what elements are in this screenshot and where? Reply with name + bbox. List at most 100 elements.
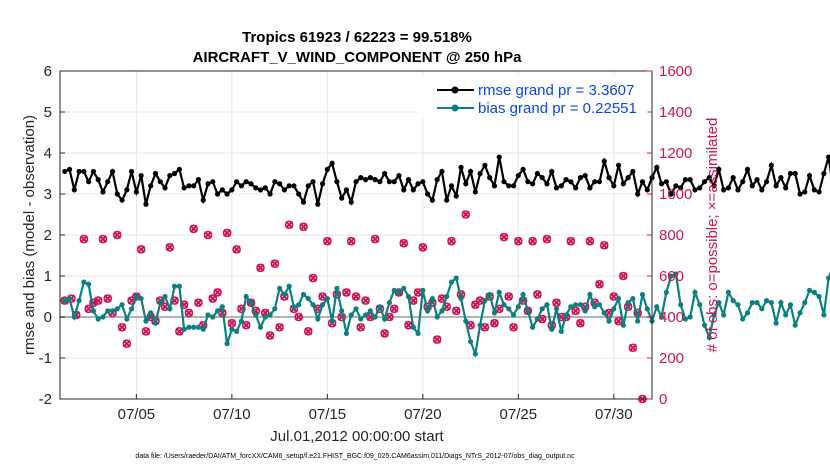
bias-point (100, 314, 106, 320)
y-right-tick-label: 0 (659, 391, 667, 408)
bias-point (759, 306, 765, 312)
obs-assimilated-marker (399, 239, 408, 248)
x-tick-label: 07/30 (595, 406, 633, 423)
bias-point (630, 295, 636, 302)
bias-point (257, 324, 264, 330)
bias-point (372, 314, 378, 320)
bias-point (66, 295, 73, 302)
obs-assimilated-marker (275, 323, 284, 332)
rmse-point (176, 166, 182, 172)
rmse-point (296, 191, 302, 197)
bias-point (816, 293, 822, 300)
rmse-point (678, 185, 684, 191)
bias-point (138, 295, 144, 302)
bias-point (415, 330, 421, 336)
bias-point (682, 316, 689, 322)
obs-possible-marker (432, 335, 442, 344)
rmse-point (401, 187, 407, 193)
obs-possible-marker (308, 273, 318, 283)
rmse-point (420, 179, 426, 185)
bias-point (367, 308, 373, 314)
rmse-point (596, 179, 603, 185)
bias-point (124, 316, 130, 322)
bias-point (262, 314, 268, 320)
bias-point (553, 306, 560, 312)
bias-point (434, 314, 440, 320)
obs-assimilated-marker (600, 241, 609, 250)
rmse-point (553, 185, 560, 191)
obs-possible-marker (451, 306, 461, 316)
bias-point (382, 316, 388, 322)
bias-point (721, 312, 727, 318)
x-tick-label: 07/15 (309, 406, 347, 423)
rmse-point (186, 183, 192, 189)
obs-assimilated-marker (118, 323, 126, 332)
rmse-point (343, 187, 350, 193)
obs-assimilated-marker (361, 296, 370, 305)
rmse-point (763, 179, 770, 185)
rmse-point (754, 177, 760, 183)
bias-point (186, 324, 192, 330)
rmse-point (157, 179, 163, 185)
rmse-point (229, 187, 235, 193)
bias-point (253, 312, 259, 318)
rmse-point (816, 189, 822, 195)
bias-point (453, 275, 459, 281)
obs-possible-marker (265, 331, 275, 340)
rmse-point (377, 179, 383, 185)
obs-assimilated-marker (495, 304, 504, 313)
obs-possible-marker (418, 243, 428, 252)
obs-assimilated-marker (480, 323, 489, 332)
x-tick-label: 07/20 (404, 406, 442, 423)
obs-possible-marker (380, 329, 389, 338)
obs-assimilated-marker (447, 237, 456, 246)
rmse-point (491, 183, 498, 189)
obs-possible-marker (270, 259, 280, 269)
rmse-point (310, 179, 316, 185)
obs-assimilated-marker (371, 235, 380, 244)
obs-assimilated-marker (242, 321, 251, 330)
bias-point (105, 308, 111, 314)
bias-point (95, 316, 101, 322)
rmse-point (749, 183, 755, 189)
rmse-point (673, 183, 679, 189)
bias-point (324, 295, 330, 302)
obs-assimilated-marker (409, 296, 418, 305)
bias-point (491, 310, 498, 316)
rmse-point (95, 177, 101, 183)
rmse-point (386, 179, 393, 185)
obs-assimilated-marker (452, 306, 461, 315)
bias-point (171, 283, 178, 289)
bias-point (195, 324, 202, 330)
bias-point (296, 302, 302, 308)
rmse-point (66, 166, 73, 172)
legend-bias-marker (451, 104, 459, 112)
bias-point (238, 318, 245, 324)
rmse-point (382, 170, 388, 177)
obs-possible-marker (361, 296, 370, 305)
obs-possible-marker (98, 234, 108, 244)
y-right-tick-label: 1000 (659, 186, 692, 203)
bias-point (353, 306, 359, 312)
bias-point (544, 302, 550, 308)
rmse-point (740, 179, 746, 185)
bias-point (711, 312, 717, 318)
obs-assimilated-marker (103, 294, 112, 303)
obs-assimilated-marker (342, 288, 351, 297)
bias-point (420, 287, 426, 293)
obs-possible-marker (447, 236, 456, 246)
rmse-point (90, 168, 97, 175)
y-tick-label: 4 (44, 145, 52, 162)
bias-point (568, 304, 574, 310)
obs-assimilated-marker (213, 288, 222, 297)
rmse-point (100, 189, 106, 195)
rmse-point (821, 170, 827, 177)
obs-assimilated-marker (433, 335, 442, 344)
rmse-point (109, 168, 116, 175)
rmse-point (367, 175, 373, 181)
bias-point (668, 273, 674, 279)
bias-point (291, 304, 297, 310)
rmse-point (372, 177, 378, 183)
bias-point (635, 318, 641, 324)
obs-possible-marker (566, 236, 576, 246)
